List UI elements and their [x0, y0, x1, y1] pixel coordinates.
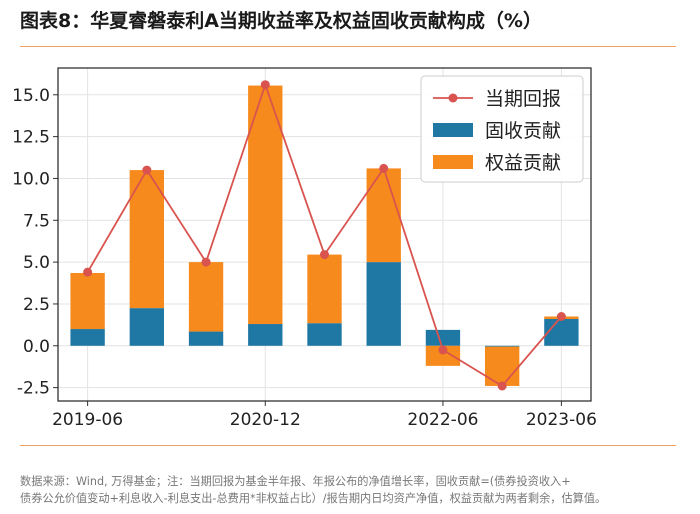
return-line-group: [83, 80, 566, 391]
bar-fixed-income-2020-12: [248, 324, 283, 346]
legend-marker-return: [448, 93, 458, 103]
bar-equity-2019-12: [129, 170, 165, 309]
return-point-2022-06: [438, 345, 448, 355]
return-point-2019-06: [83, 267, 93, 277]
legend-label: 当期回报: [485, 88, 561, 110]
y-tick-label: -2.5: [17, 379, 50, 399]
chart-title: 图表8：华夏睿磐泰利A当期收益率及权益固收贡献构成（%）: [20, 10, 542, 32]
top-divider: [20, 46, 676, 47]
bottom-divider: [20, 445, 676, 446]
bar-equity-2021-06: [307, 254, 342, 324]
footnote: 数据来源：Wind, 万得基金；注：当期回报为基金半年报、年报公布的净值增长率，…: [20, 473, 688, 507]
y-tick-label: 2.5: [23, 295, 50, 315]
return-point-2020-12: [260, 80, 270, 90]
return-point-2021-12: [379, 163, 389, 173]
y-tick-label: 12.5: [12, 128, 50, 148]
bar-fixed-income-2023-06: [544, 319, 579, 346]
footnote-line-2: 债券公允价值变动+利息收入-利息支出-总费用*非权益占比）/报告期内日均资产净值…: [20, 492, 607, 505]
x-tick-label: 2022-06: [407, 410, 478, 430]
footnote-line-1: 数据来源：Wind, 万得基金；注：当期回报为基金半年报、年报公布的净值增长率，…: [20, 475, 571, 488]
bar-fixed-income-2021-06: [307, 323, 342, 346]
legend-swatch-equity: [433, 155, 473, 169]
y-tick-label: 0.0: [23, 337, 50, 357]
return-point-2022-12: [497, 381, 507, 391]
y-tick-label: 7.5: [23, 211, 50, 231]
legend-label: 权益贡献: [485, 152, 561, 174]
return-point-2020-06: [201, 257, 211, 267]
y-tick-label: 5.0: [23, 253, 50, 273]
bar-equity-2022-06: [425, 345, 461, 366]
y-tick-label: 10.0: [12, 169, 50, 189]
bar-fixed-income-2022-06: [425, 329, 461, 346]
bar-fixed-income-2020-06: [188, 331, 224, 346]
plot-frame: [57, 67, 592, 402]
bar-equity-2022-12: [484, 346, 520, 386]
x-tick-label: 2020-12: [230, 410, 301, 430]
bar-equity-2020-12: [248, 85, 283, 325]
legend-swatch-fixed-income: [433, 123, 473, 137]
return-point-2023-06: [556, 311, 566, 321]
bar-equity-2020-06: [188, 262, 224, 332]
return-point-2019-12: [142, 165, 152, 175]
bar-fixed-income-2021-12: [366, 262, 401, 346]
x-tick-label: 2019-06: [52, 410, 123, 430]
bar-fixed-income-2022-12: [484, 345, 520, 347]
x-tick-label: 2023-06: [526, 410, 597, 430]
bar-equity-2019-06: [70, 272, 105, 330]
returns-chart: -2.5 0.0 2.5 5.0 7.5 10.0 12.5 15.0 2019-06 2020-…: [12, 67, 597, 430]
bar-equity-2021-12: [366, 168, 401, 263]
legend-label: 固收贡献: [485, 120, 561, 142]
y-tick-label: 15.0: [12, 86, 50, 106]
bar-fixed-income-2019-06: [70, 329, 105, 346]
bar-fixed-income-2019-12: [129, 308, 165, 346]
return-point-2021-06: [320, 250, 329, 260]
axes: -2.5 0.0 2.5 5.0 7.5 10.0 12.5 15.0 2019-06 2020-…: [12, 67, 597, 430]
